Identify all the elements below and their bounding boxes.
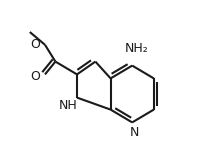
Text: O: O bbox=[31, 70, 40, 83]
Text: NH: NH bbox=[59, 99, 78, 112]
Text: N: N bbox=[130, 125, 139, 139]
Text: NH₂: NH₂ bbox=[124, 41, 148, 55]
Text: O: O bbox=[31, 38, 40, 51]
